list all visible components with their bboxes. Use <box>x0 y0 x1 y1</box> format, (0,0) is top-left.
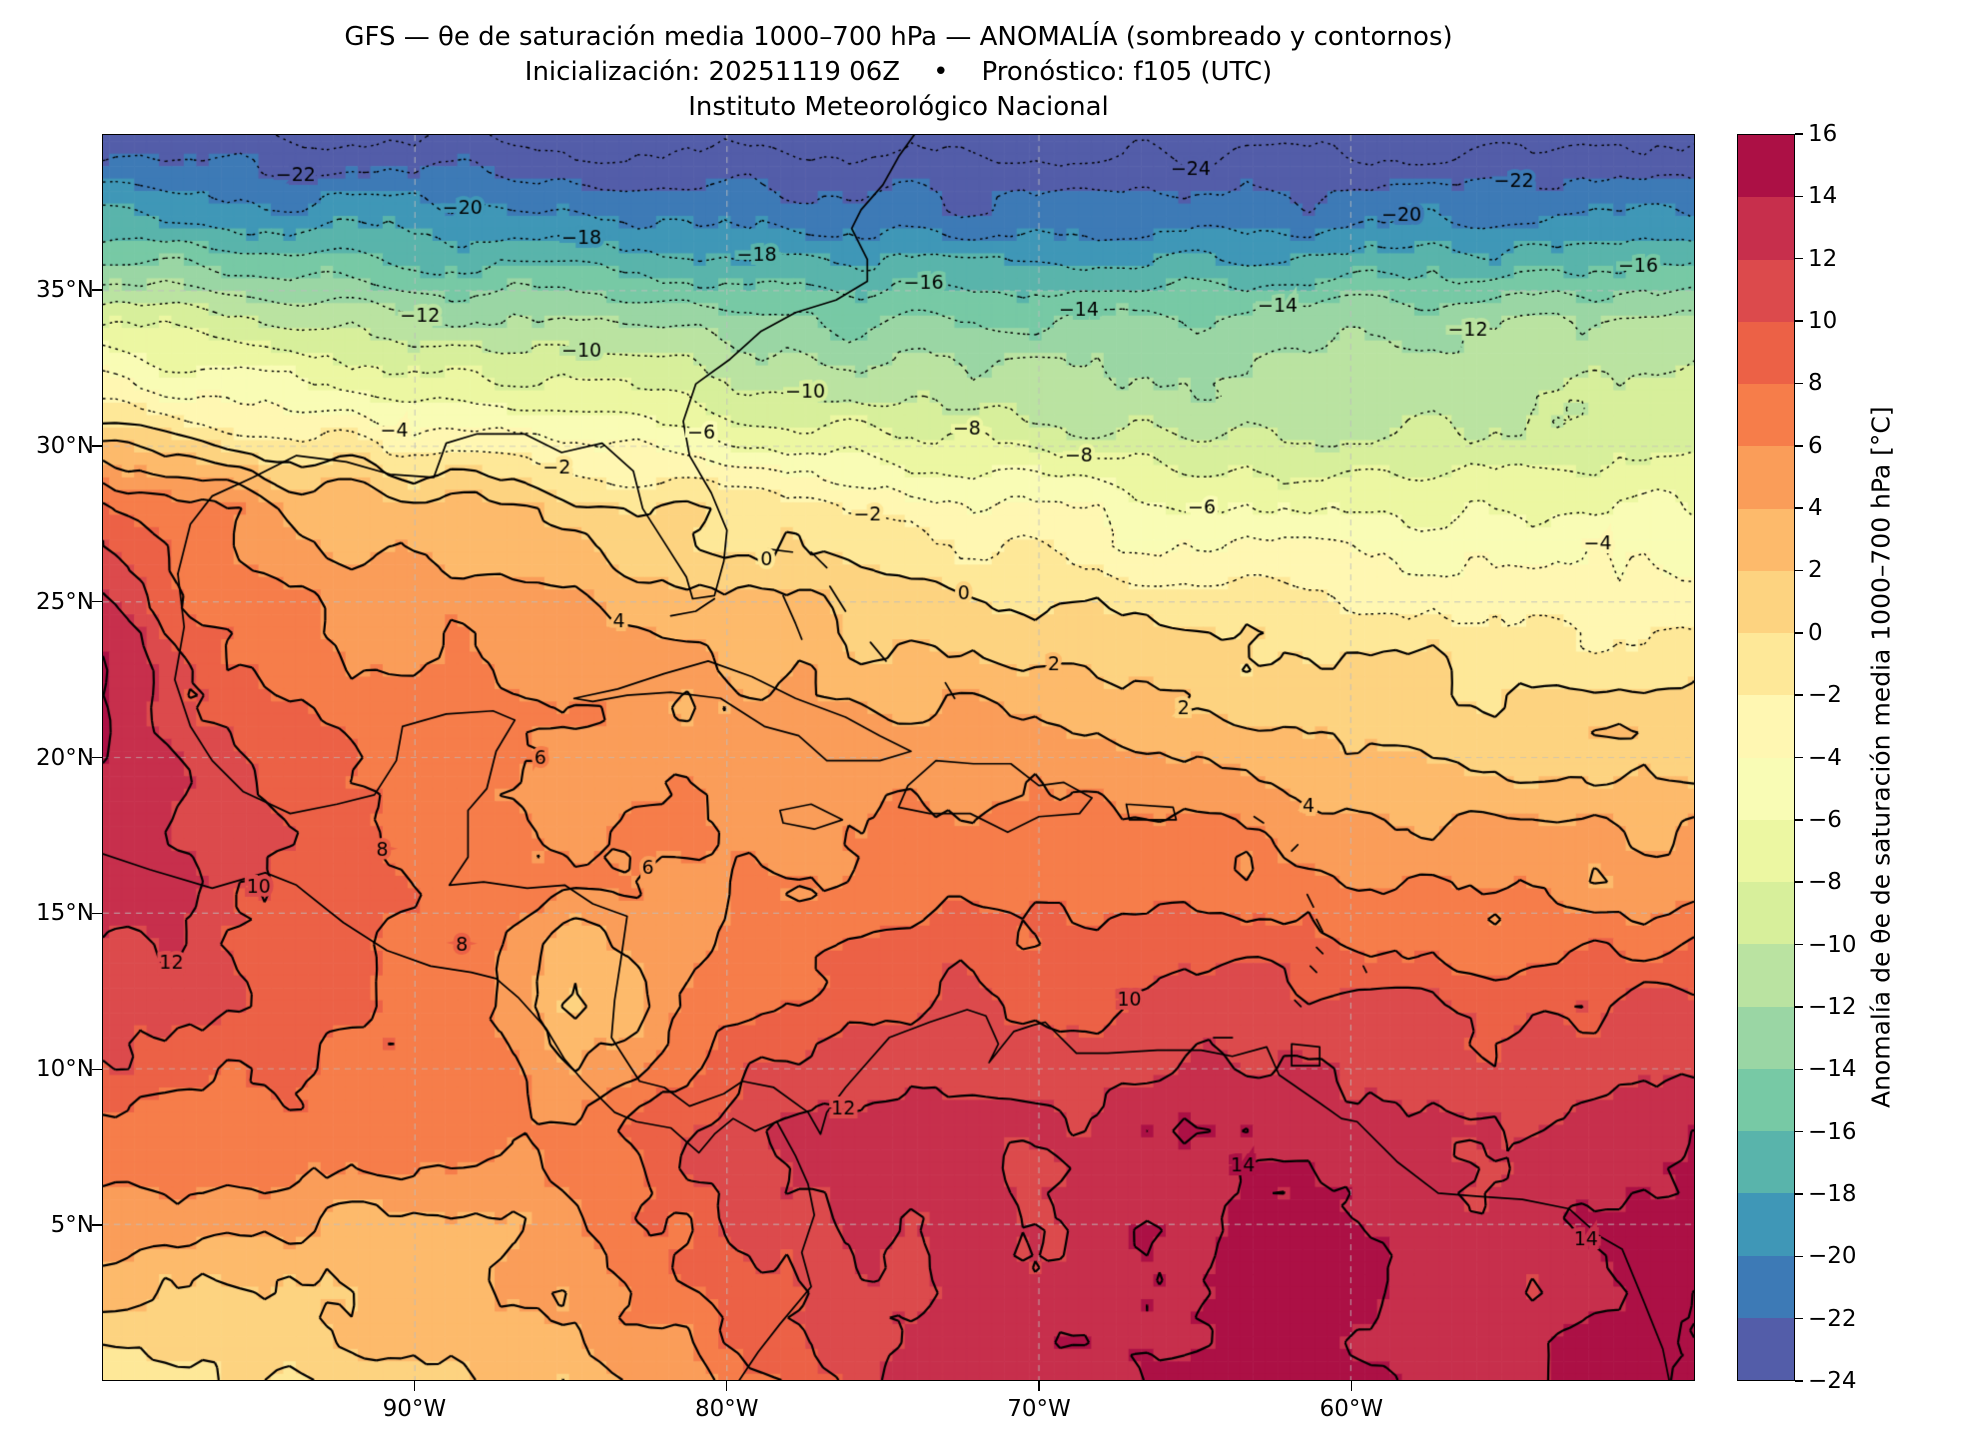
y-tick-mark <box>92 445 102 447</box>
y-tick-label: 5°N <box>50 1212 94 1239</box>
colorbar-band <box>1738 321 1794 384</box>
colorbar-tick-label: −16 <box>1808 1118 1857 1145</box>
colorbar-tick-mark <box>1795 881 1803 883</box>
colorbar-tick-label: −8 <box>1808 869 1842 896</box>
colorbar-tick-mark <box>1795 382 1803 385</box>
colorbar-tick-label: 2 <box>1808 557 1823 584</box>
chart-title-line-3: Instituto Meteorológico Nacional <box>688 92 1109 122</box>
colorbar-tick-label: −20 <box>1808 1243 1857 1270</box>
x-tick-mark <box>1350 1381 1353 1391</box>
colorbar-tick-label: −2 <box>1808 682 1842 709</box>
colorbar <box>1737 134 1795 1381</box>
colorbar-tick-label: −18 <box>1808 1180 1857 1207</box>
colorbar-band <box>1738 135 1794 198</box>
colorbar-tick-mark <box>1795 507 1803 509</box>
colorbar-tick-label: −22 <box>1808 1305 1857 1332</box>
colorbar-tick-mark <box>1795 694 1803 696</box>
colorbar-band <box>1738 882 1794 945</box>
colorbar-tick-label: −24 <box>1808 1368 1857 1394</box>
colorbar-tick-mark <box>1795 1380 1803 1382</box>
colorbar-tick-label: −14 <box>1808 1056 1857 1083</box>
colorbar-tick-mark <box>1795 1068 1803 1070</box>
colorbar-band <box>1738 1255 1794 1318</box>
colorbar-tick-mark <box>1795 445 1803 447</box>
colorbar-tick-mark <box>1795 1317 1803 1320</box>
colorbar-tick-mark <box>1795 1193 1803 1195</box>
y-tick-label: 15°N <box>36 900 94 927</box>
colorbar-band <box>1738 446 1794 509</box>
x-tick-mark <box>413 1381 416 1391</box>
colorbar-band <box>1738 757 1794 820</box>
y-tick-mark <box>92 1068 102 1070</box>
colorbar-tick-mark <box>1795 1255 1803 1258</box>
x-tick-label: 70°W <box>1007 1396 1071 1422</box>
chart-title-block: GFS — θe de saturación media 1000–700 hP… <box>102 20 1695 125</box>
y-tick-label: 35°N <box>36 276 94 303</box>
colorbar-tick-label: 16 <box>1808 121 1838 147</box>
colorbar-tick-mark <box>1795 257 1803 260</box>
x-tick-label: 90°W <box>382 1396 447 1422</box>
y-tick-label: 20°N <box>36 744 94 771</box>
contour-map-canvas <box>103 135 1694 1380</box>
colorbar-tick-mark <box>1795 195 1803 198</box>
colorbar-tick-mark <box>1795 1130 1803 1133</box>
colorbar-band <box>1738 197 1794 260</box>
colorbar-tick-mark <box>1795 133 1803 135</box>
colorbar-band <box>1738 1131 1794 1194</box>
colorbar-tick-label: 4 <box>1808 495 1823 522</box>
colorbar-tick-label: 0 <box>1808 619 1823 646</box>
x-tick-mark <box>1038 1381 1040 1391</box>
y-tick-mark <box>92 289 102 291</box>
colorbar-band <box>1738 819 1794 882</box>
colorbar-band <box>1738 944 1794 1007</box>
colorbar-band <box>1738 1068 1794 1131</box>
colorbar-tick-mark <box>1795 569 1803 572</box>
colorbar-tick-label: −4 <box>1808 744 1842 771</box>
colorbar-tick-label: 12 <box>1808 245 1838 272</box>
map-plot-area <box>102 134 1695 1381</box>
chart-title-line-2: Inicialización: 20251119 06Z • Pronóstic… <box>524 57 1273 87</box>
colorbar-tick-label: 14 <box>1808 183 1838 210</box>
colorbar-tick-label: 6 <box>1808 432 1823 459</box>
x-tick-mark <box>725 1381 728 1391</box>
colorbar-band <box>1738 508 1794 571</box>
y-tick-mark <box>92 600 102 603</box>
x-tick-label: 80°W <box>694 1396 759 1422</box>
colorbar-band <box>1738 570 1794 633</box>
y-tick-mark <box>92 1224 102 1226</box>
colorbar-tick-mark <box>1795 632 1803 634</box>
colorbar-band <box>1738 1317 1794 1380</box>
chart-title-line-1: GFS — θe de saturación media 1000–700 hP… <box>344 22 1453 52</box>
y-tick-mark <box>92 912 102 915</box>
colorbar-band <box>1738 695 1794 758</box>
colorbar-tick-label: 10 <box>1808 308 1838 335</box>
colorbar-tick-mark <box>1795 320 1803 322</box>
colorbar-tick-mark <box>1795 756 1803 759</box>
colorbar-band <box>1738 384 1794 447</box>
y-tick-label: 30°N <box>36 432 94 459</box>
y-tick-label: 10°N <box>36 1056 94 1083</box>
colorbar-tick-mark <box>1795 1006 1803 1008</box>
colorbar-label: Anomalía de θe de saturación media 1000–… <box>1866 406 1896 1109</box>
colorbar-tick-mark <box>1795 819 1803 821</box>
colorbar-band <box>1738 633 1794 696</box>
colorbar-tick-label: −10 <box>1808 931 1857 958</box>
colorbar-tick-label: 8 <box>1808 370 1823 397</box>
colorbar-tick-mark <box>1795 943 1803 946</box>
y-tick-label: 25°N <box>36 588 94 615</box>
colorbar-band <box>1738 259 1794 322</box>
x-tick-label: 60°W <box>1319 1396 1384 1422</box>
colorbar-band <box>1738 1193 1794 1256</box>
colorbar-tick-label: −6 <box>1808 806 1842 833</box>
y-tick-mark <box>92 756 102 759</box>
colorbar-band <box>1738 1006 1794 1069</box>
colorbar-tick-label: −12 <box>1808 993 1857 1020</box>
